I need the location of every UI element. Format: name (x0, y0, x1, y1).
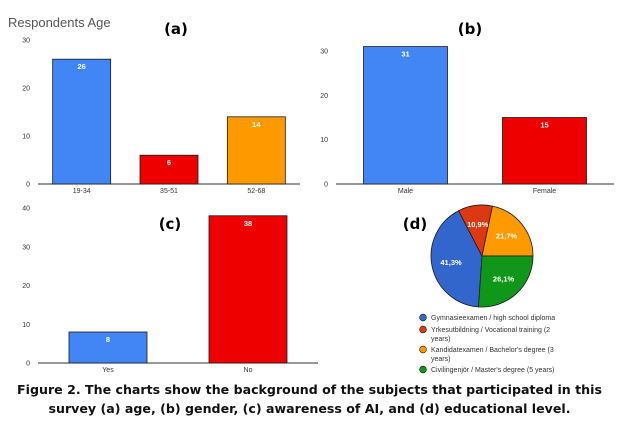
legend-label: Yrkesutbildning / Vocational training (2… (431, 327, 550, 343)
chart-title: Respondents Age (8, 15, 111, 30)
y-tick-label: 20 (22, 283, 30, 290)
x-tick-label: Male (398, 188, 413, 195)
legend-marker (419, 325, 427, 334)
chart-c-ai-awareness: (c) 0 10 20 30 40 8 Yes 38 No (22, 206, 318, 374)
legend-label: Civilingenjör / Master's degree (5 years… (431, 367, 555, 374)
bar-value-label: 26 (77, 62, 85, 71)
bar-value-label: 31 (401, 50, 409, 59)
bar (139, 154, 199, 185)
bar (363, 46, 448, 185)
y-tick-label: 10 (22, 134, 30, 141)
y-tick-label: 30 (22, 244, 30, 251)
bar (502, 117, 587, 185)
x-tick-label: 52-68 (247, 188, 265, 195)
bar (68, 331, 148, 364)
y-tick-label: 10 (22, 322, 30, 329)
y-tick-label: 0 (26, 182, 30, 189)
legend-marker (419, 365, 427, 374)
pie-slice-label: 10,9% (467, 220, 489, 229)
x-tick-label: Female (533, 188, 556, 195)
pie-slice (430, 210, 483, 308)
pie-slice-label: 21,7% (496, 232, 518, 241)
pie-slice (481, 205, 534, 257)
y-tick-label: 0 (26, 361, 30, 368)
bar (208, 215, 288, 364)
y-tick-label: 30 (22, 38, 30, 45)
bar-value-label: 6 (167, 158, 171, 167)
chart-a-age: Respondents Age (a) 0 10 20 30 26 19-34 6 35-51 14… (8, 15, 300, 195)
panel-label: (d) (403, 215, 427, 233)
figure-caption: Figure 2. The charts show the background… (17, 382, 602, 416)
panel-label: (b) (458, 20, 482, 38)
legend-marker (419, 313, 427, 322)
legend-marker (419, 345, 427, 354)
y-tick-label: 30 (320, 49, 328, 56)
legend-label: Kandidatexamen / Bachelor's degree (3 yea… (431, 347, 554, 363)
panel-label: (c) (159, 215, 182, 233)
chart-d-education: (d) 41,3% 10,9% 21,7% 26,1% Gymnasieexamen / … (403, 204, 555, 374)
y-tick-label: 40 (22, 206, 30, 213)
x-tick-label: 35-51 (160, 188, 178, 195)
pie-slice-label: 26,1% (493, 275, 515, 284)
bar-value-label: 38 (244, 219, 252, 228)
bar-value-label: 15 (540, 121, 548, 130)
pie-slice (478, 255, 534, 308)
x-tick-label: 19-34 (73, 188, 91, 195)
y-tick-label: 0 (324, 182, 328, 189)
bar-value-label: 8 (106, 335, 110, 344)
x-tick-label: No (244, 367, 253, 374)
y-tick-label: 10 (320, 137, 328, 144)
bar-value-label: 14 (252, 120, 261, 129)
panel-label: (a) (164, 20, 188, 38)
bar (52, 58, 112, 185)
y-tick-label: 20 (320, 93, 328, 100)
chart-b-gender: (b) 0 10 20 30 31 Male 15 Female (320, 20, 614, 195)
y-tick-label: 20 (22, 86, 30, 93)
pie-slice-label: 41,3% (440, 258, 462, 267)
bar (226, 116, 286, 185)
legend-label: Gymnasieexamen / high school diploma (431, 315, 555, 322)
x-tick-label: Yes (102, 367, 114, 374)
